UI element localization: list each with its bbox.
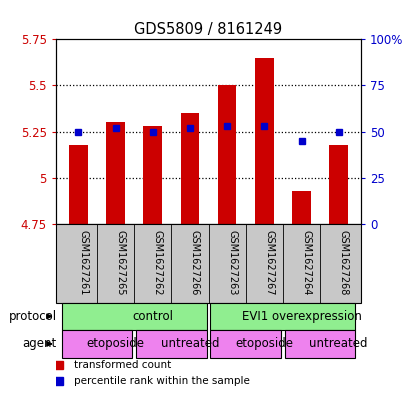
Bar <box>218 86 237 224</box>
Bar <box>61 303 207 330</box>
Text: percentile rank within the sample: percentile rank within the sample <box>74 376 250 386</box>
Bar <box>210 303 356 330</box>
Bar <box>285 330 356 358</box>
Bar <box>69 145 88 224</box>
Text: GSM1627268: GSM1627268 <box>339 230 349 296</box>
Text: GSM1627263: GSM1627263 <box>227 230 237 296</box>
Text: GSM1627262: GSM1627262 <box>153 230 163 296</box>
Bar <box>181 113 199 224</box>
Text: etoposide: etoposide <box>235 337 293 351</box>
Text: etoposide: etoposide <box>87 337 144 351</box>
Text: agent: agent <box>22 337 57 351</box>
Title: GDS5809 / 8161249: GDS5809 / 8161249 <box>134 22 283 37</box>
Bar <box>144 126 162 224</box>
Bar <box>330 145 348 224</box>
Text: transformed count: transformed count <box>74 360 171 371</box>
Bar <box>292 191 311 224</box>
Text: GSM1627261: GSM1627261 <box>78 230 88 296</box>
Text: untreated: untreated <box>161 337 219 351</box>
Text: GSM1627264: GSM1627264 <box>302 230 312 296</box>
Bar <box>210 330 281 358</box>
Text: control: control <box>132 310 173 323</box>
Text: EVI1 overexpression: EVI1 overexpression <box>242 310 361 323</box>
Text: GSM1627267: GSM1627267 <box>264 230 274 296</box>
Text: GSM1627266: GSM1627266 <box>190 230 200 296</box>
Bar <box>255 58 273 224</box>
Bar <box>136 330 207 358</box>
Text: GSM1627265: GSM1627265 <box>115 230 126 296</box>
Bar <box>106 123 125 224</box>
Bar <box>61 330 132 358</box>
Text: untreated: untreated <box>310 337 368 351</box>
Text: protocol: protocol <box>9 310 57 323</box>
